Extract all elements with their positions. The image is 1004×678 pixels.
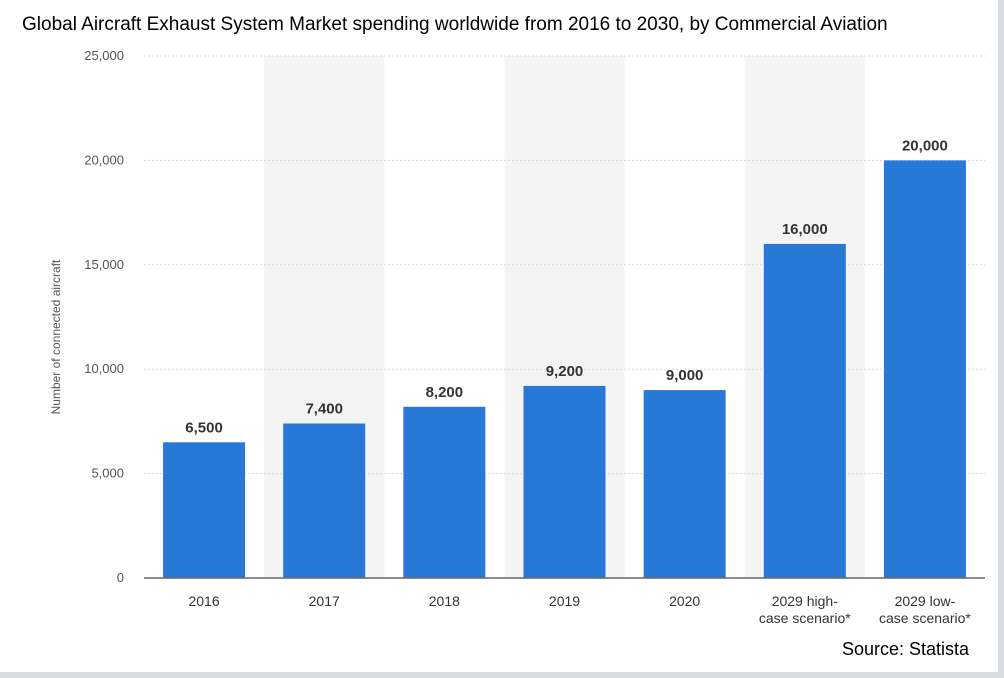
- data-label: 8,200: [426, 384, 464, 401]
- y-tick-label: 15,000: [84, 257, 124, 272]
- bar: [883, 160, 966, 578]
- x-tick-label: 2029 high-case scenario*: [759, 593, 851, 626]
- y-tick-label: 0: [117, 570, 124, 585]
- x-tick-label: 2018: [429, 593, 460, 609]
- x-axis-ticks: 2016 2017 2018 2019 2020 2029 high-case scena…: [188, 593, 971, 626]
- bar: [763, 243, 846, 579]
- x-tick-label: 2019: [549, 593, 580, 609]
- y-tick-label: 20,000: [84, 152, 124, 167]
- y-axis-ticks: 0 5,000 10,000 15,000 20,000 25,000: [84, 48, 124, 585]
- bar: [283, 423, 366, 578]
- y-tick-label: 25,000: [84, 48, 124, 63]
- data-label: 6,500: [185, 419, 223, 436]
- data-label: 9,000: [666, 367, 704, 384]
- bars: [163, 160, 966, 579]
- data-label: 16,000: [782, 221, 828, 238]
- data-label: 9,200: [546, 363, 584, 380]
- x-tick-label: 2017: [309, 593, 340, 609]
- y-tick-label: 5,000: [91, 466, 124, 481]
- y-tick-label: 10,000: [84, 361, 124, 376]
- bar: [403, 406, 486, 578]
- source-note: Source: Statista: [842, 639, 970, 659]
- bar: [643, 390, 726, 578]
- chart-title: Global Aircraft Exhaust System Market sp…: [22, 14, 888, 35]
- y-axis-label: Number of connected aircraft: [49, 259, 63, 414]
- data-label: 7,400: [305, 400, 343, 417]
- x-tick-label: 2029 low-case scenario*: [879, 593, 971, 626]
- x-tick-label: 2020: [669, 593, 700, 609]
- data-labels: 6,500 7,400 8,200 9,200 9,000 16,000 20,000: [185, 137, 948, 436]
- x-tick-label: 2016: [188, 593, 219, 609]
- bar: [523, 385, 606, 578]
- bar: [163, 442, 246, 578]
- data-label: 20,000: [902, 137, 948, 154]
